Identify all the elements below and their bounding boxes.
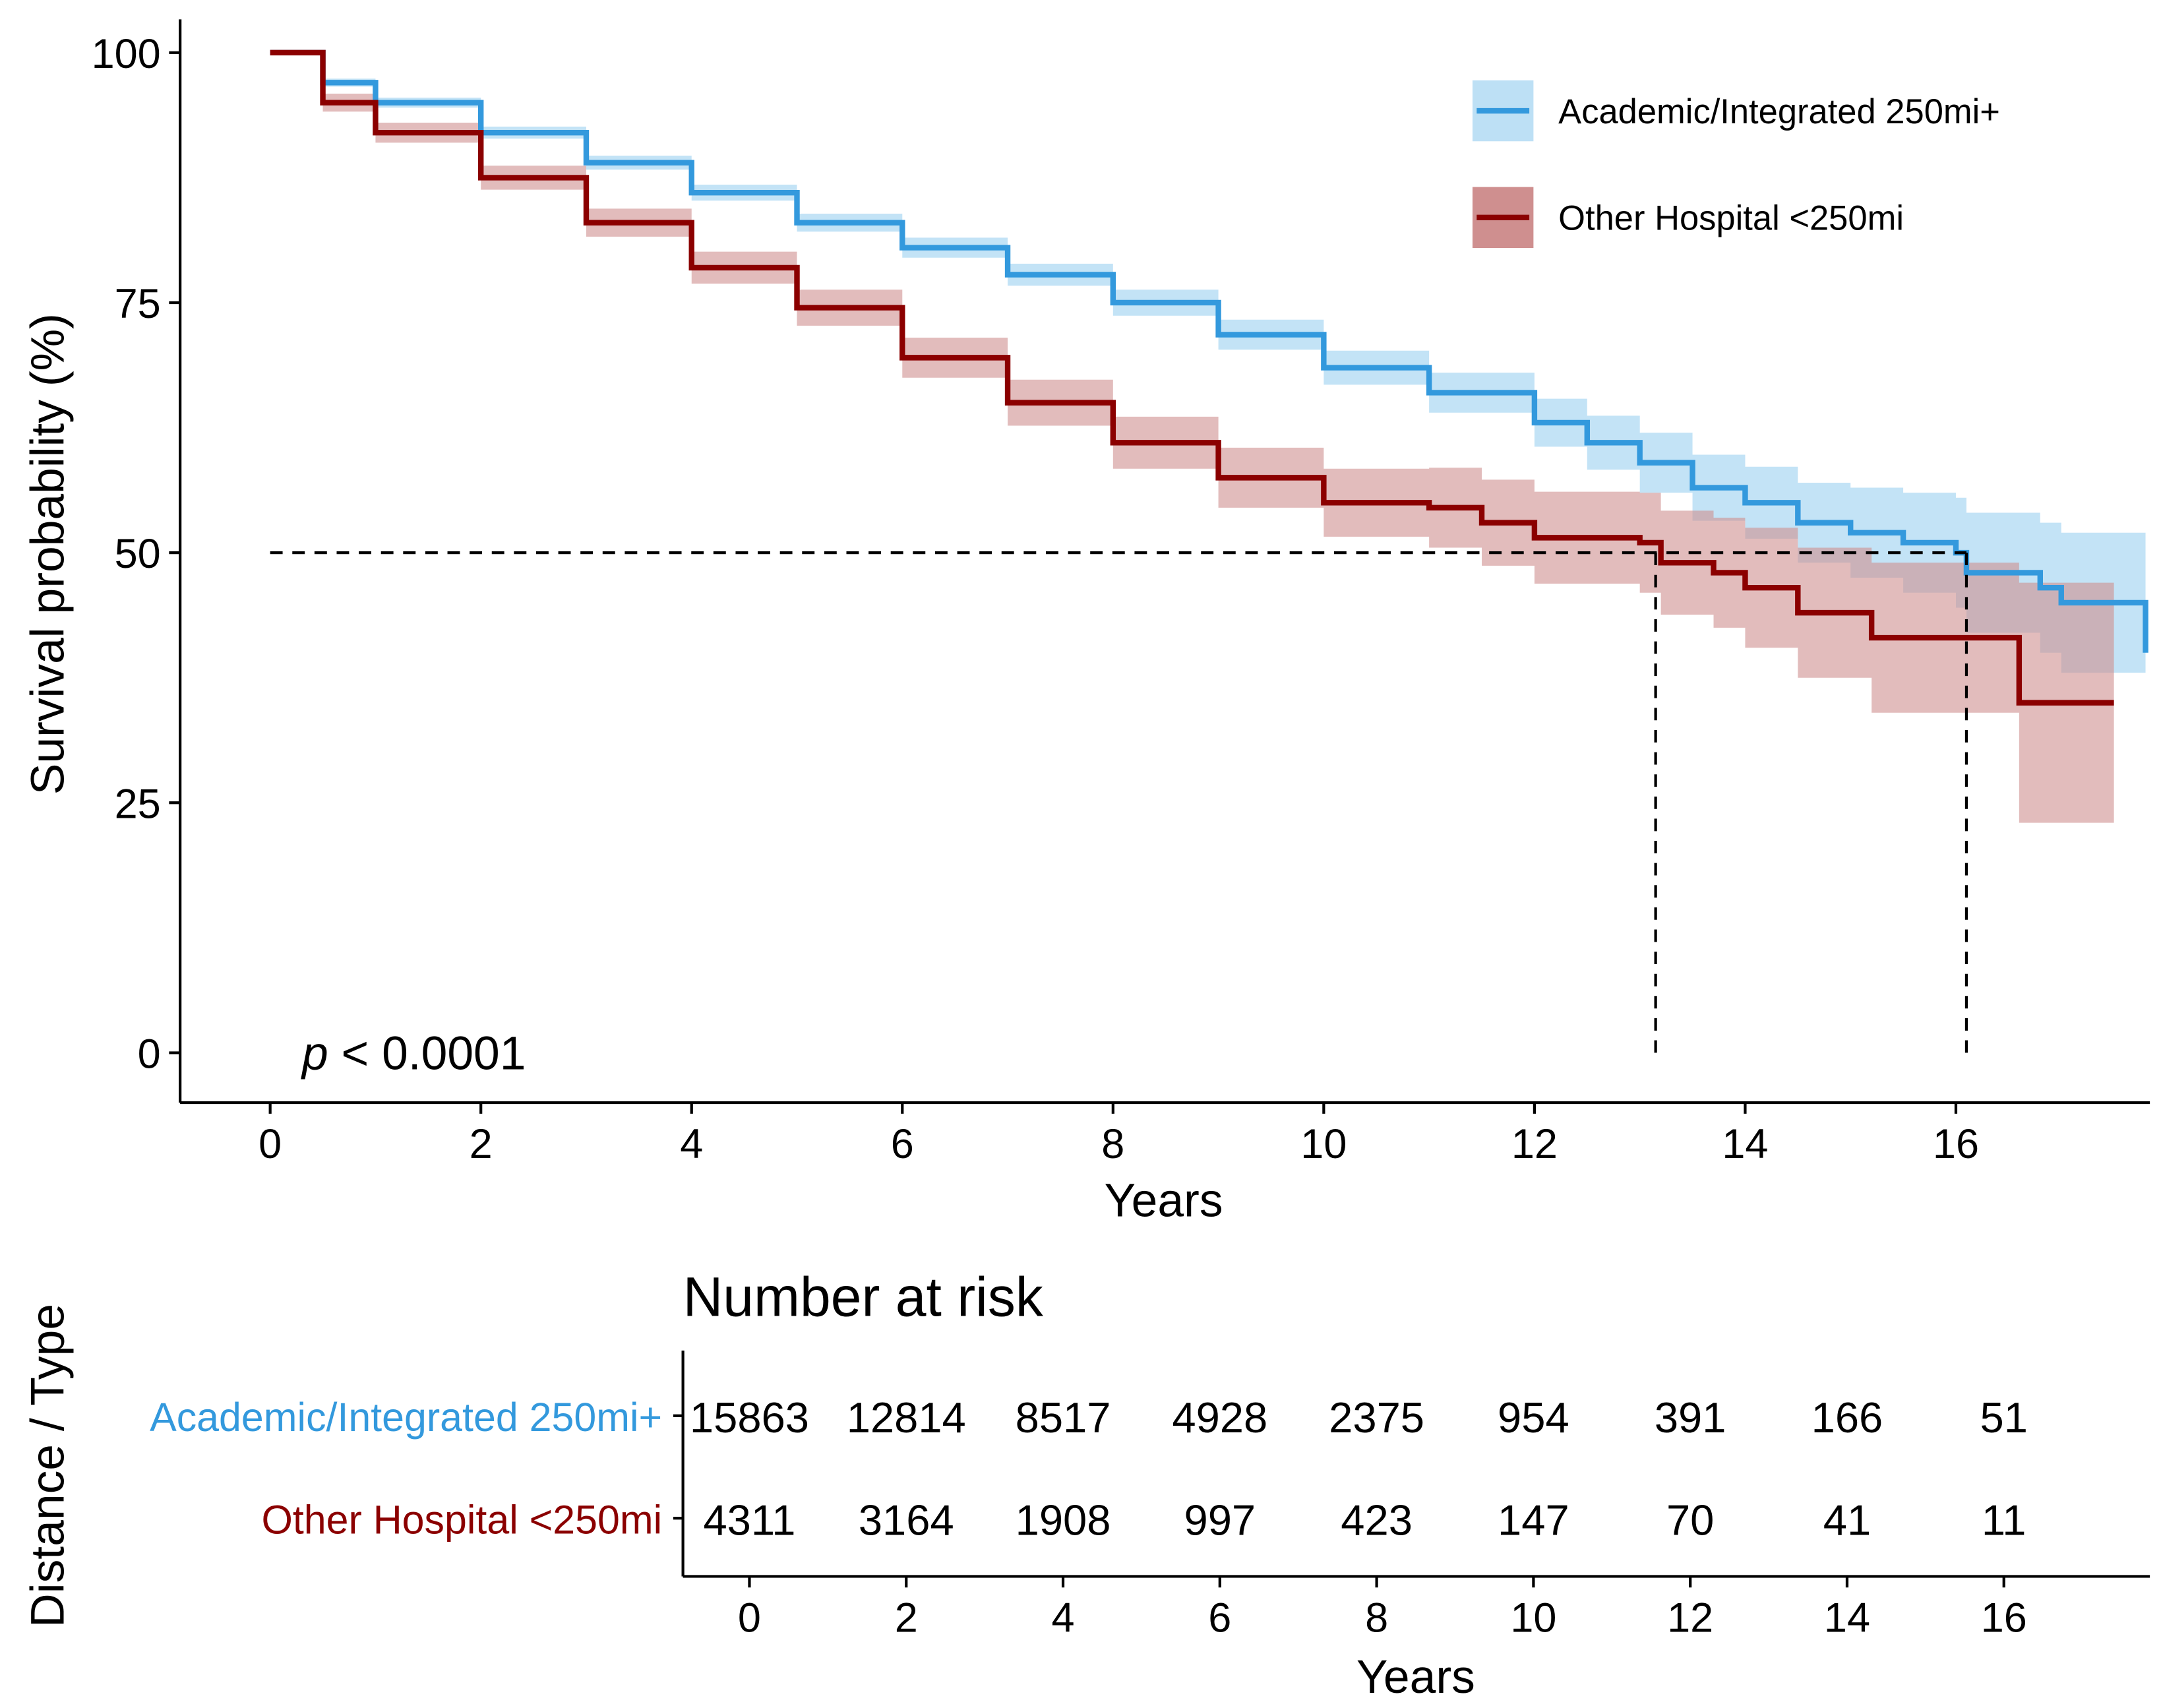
survival-curve-0 (270, 49, 2148, 653)
x-tick-label: 12 (1511, 1121, 1558, 1167)
risk-x-tick-label: 8 (1365, 1595, 1388, 1641)
legend-label: Other Hospital <250mi (1558, 199, 1904, 238)
y-tick-label: 75 (115, 281, 161, 327)
risk-x-tick-label: 10 (1510, 1595, 1556, 1641)
risk-count: 12814 (847, 1393, 966, 1442)
risk-table-title: Number at risk (683, 1266, 1044, 1328)
risk-count: 8517 (1016, 1393, 1111, 1442)
risk-count: 70 (1666, 1496, 1714, 1544)
risk-table: Academic/Integrated 250mi+ 15863 12814 8517… (150, 1393, 2028, 1641)
risk-count: 166 (1811, 1393, 1883, 1442)
risk-count: 147 (1498, 1496, 1569, 1544)
risk-x-tick-label: 14 (1824, 1595, 1870, 1641)
x-tick-label: 14 (1722, 1121, 1768, 1167)
risk-count: 3164 (859, 1496, 954, 1544)
risk-count: 954 (1498, 1393, 1569, 1442)
legend-label: Academic/Integrated 250mi+ (1558, 92, 2000, 131)
survival-curves (270, 49, 2148, 706)
p-value: p < 0.0001 (301, 1027, 526, 1080)
x-axis-label: Years (1105, 1174, 1223, 1227)
risk-count: 423 (1341, 1496, 1413, 1544)
y-tick-label: 50 (115, 531, 161, 577)
survival-curve-1 (270, 49, 2114, 706)
x-ticks: 0 2 4 6 8 10 12 14 16 (259, 1103, 1979, 1167)
x-tick-label: 0 (259, 1121, 282, 1167)
y-axis-label: Survival probability (%) (22, 313, 75, 795)
risk-count: 11 (1982, 1496, 2026, 1544)
median-lines (270, 551, 1968, 1053)
risk-count: 15863 (690, 1393, 809, 1442)
risk-count: 41 (1823, 1496, 1871, 1544)
legend: Academic/Integrated 250mi+ Other Hospital… (1472, 80, 2000, 249)
risk-count: 391 (1655, 1393, 1726, 1442)
risk-count: 4311 (703, 1496, 795, 1544)
x-tick-label: 6 (891, 1121, 914, 1167)
risk-x-tick-label: 0 (738, 1595, 761, 1641)
risk-count: 51 (1980, 1393, 2028, 1442)
risk-count: 4928 (1172, 1393, 1267, 1442)
x-tick-label: 8 (1101, 1121, 1124, 1167)
x-tick-label: 2 (470, 1121, 493, 1167)
y-tick-label: 25 (115, 781, 161, 827)
risk-row-label: Academic/Integrated 250mi+ (150, 1395, 662, 1440)
x-tick-label: 10 (1300, 1121, 1347, 1167)
risk-count: 997 (1184, 1496, 1256, 1544)
confidence-bands (270, 52, 2146, 823)
risk-x-tick-label: 6 (1208, 1595, 1231, 1641)
ci-band-1 (270, 52, 2114, 823)
x-tick-label: 4 (680, 1121, 703, 1167)
risk-count: 1908 (1016, 1496, 1111, 1544)
y-tick-label: 0 (138, 1031, 161, 1078)
risk-table-ylabel: Distance / Type (22, 1304, 75, 1628)
risk-x-tick-label: 4 (1052, 1595, 1075, 1641)
risk-x-tick-label: 16 (1981, 1595, 2027, 1641)
risk-x-tick-label: 12 (1667, 1595, 1713, 1641)
risk-x-axis-label: Years (1356, 1651, 1475, 1703)
y-tick-label: 100 (92, 31, 161, 77)
risk-count: 2375 (1329, 1393, 1424, 1442)
x-tick-label: 16 (1933, 1121, 1979, 1167)
risk-row-label: Other Hospital <250mi (261, 1497, 662, 1542)
y-ticks: 0 25 50 75 100 (92, 31, 181, 1078)
risk-x-tick-label: 2 (895, 1595, 918, 1641)
